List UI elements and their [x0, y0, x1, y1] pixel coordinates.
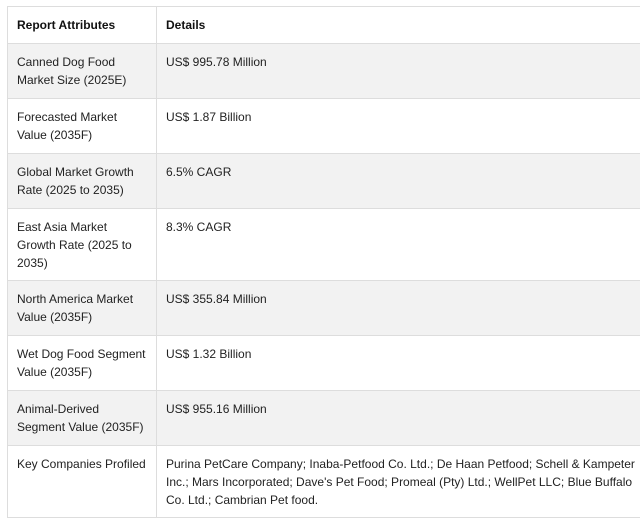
attribute-cell: Key Companies Profiled — [8, 446, 157, 518]
table-row: North America Market Value (2035F) US$ 3… — [8, 281, 640, 336]
details-cell: Purina PetCare Company; Inaba-Petfood Co… — [157, 446, 640, 518]
details-cell: 6.5% CAGR — [157, 154, 640, 209]
attribute-cell: Forecasted Market Value (2035F) — [8, 99, 157, 154]
table-row: Key Companies Profiled Purina PetCare Co… — [8, 446, 640, 518]
table-row: Global Market Growth Rate (2025 to 2035)… — [8, 154, 640, 209]
table-row: Animal-Derived Segment Value (2035F) US$… — [8, 391, 640, 446]
attribute-cell: Animal-Derived Segment Value (2035F) — [8, 391, 157, 446]
details-cell: US$ 1.32 Billion — [157, 336, 640, 391]
attribute-cell: Canned Dog Food Market Size (2025E) — [8, 44, 157, 99]
table-row: Wet Dog Food Segment Value (2035F) US$ 1… — [8, 336, 640, 391]
table-row: East Asia Market Growth Rate (2025 to 20… — [8, 209, 640, 281]
details-cell: US$ 955.16 Million — [157, 391, 640, 446]
header-details: Details — [157, 7, 640, 44]
report-attributes-table: Report Attributes Details Canned Dog Foo… — [7, 6, 640, 518]
details-cell: 8.3% CAGR — [157, 209, 640, 281]
details-cell: US$ 1.87 Billion — [157, 99, 640, 154]
table-row: Canned Dog Food Market Size (2025E) US$ … — [8, 44, 640, 99]
attribute-cell: Wet Dog Food Segment Value (2035F) — [8, 336, 157, 391]
details-cell: US$ 995.78 Million — [157, 44, 640, 99]
attribute-cell: Global Market Growth Rate (2025 to 2035) — [8, 154, 157, 209]
table-header-row: Report Attributes Details — [8, 7, 640, 44]
header-report-attributes: Report Attributes — [8, 7, 157, 44]
attribute-cell: East Asia Market Growth Rate (2025 to 20… — [8, 209, 157, 281]
details-cell: US$ 355.84 Million — [157, 281, 640, 336]
table-row: Forecasted Market Value (2035F) US$ 1.87… — [8, 99, 640, 154]
attribute-cell: North America Market Value (2035F) — [8, 281, 157, 336]
